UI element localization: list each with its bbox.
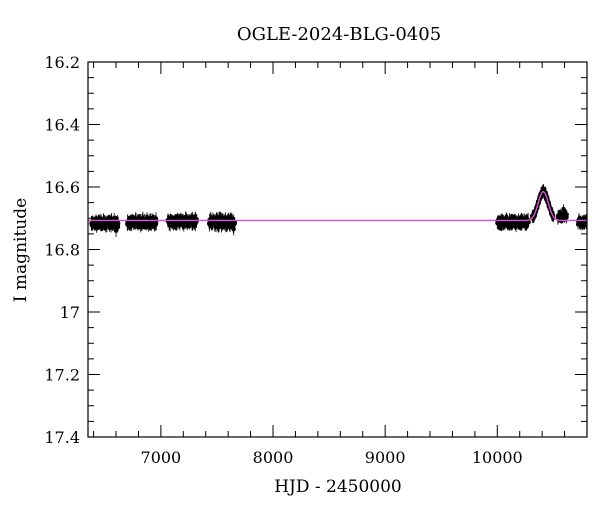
y-axis-label: I magnitude	[11, 198, 31, 302]
y-tick-label: 17	[60, 303, 80, 322]
x-tick-label: 8000	[253, 448, 294, 467]
axis-ticks: 7000 8000 9000 10000 16.2 16.4 16.6 16.8 17 17.2 1…	[44, 53, 588, 467]
data-point	[526, 220, 531, 225]
data-points	[88, 183, 587, 237]
x-tick-label: 10000	[472, 448, 523, 467]
y-tick-label: 17.2	[44, 366, 80, 385]
data-point	[113, 228, 119, 233]
plot-frame	[87, 61, 588, 438]
x-tick-label: 9000	[365, 448, 406, 467]
data-point	[561, 206, 566, 211]
data-point	[116, 221, 121, 226]
data-point	[564, 212, 569, 217]
model-curve	[88, 190, 587, 222]
y-tick-label: 17.4	[44, 428, 80, 447]
y-tick-label: 16.6	[44, 178, 80, 197]
plot-area	[88, 183, 587, 237]
data-point	[231, 227, 236, 232]
y-tick-label: 16.2	[44, 53, 80, 72]
x-tick-label: 7000	[141, 448, 182, 467]
x-axis-label: HJD - 2450000	[274, 477, 402, 497]
chart-title: OGLE-2024-BLG-0405	[237, 24, 441, 45]
y-tick-label: 16.4	[44, 116, 80, 135]
y-tick-label: 16.8	[44, 241, 80, 260]
